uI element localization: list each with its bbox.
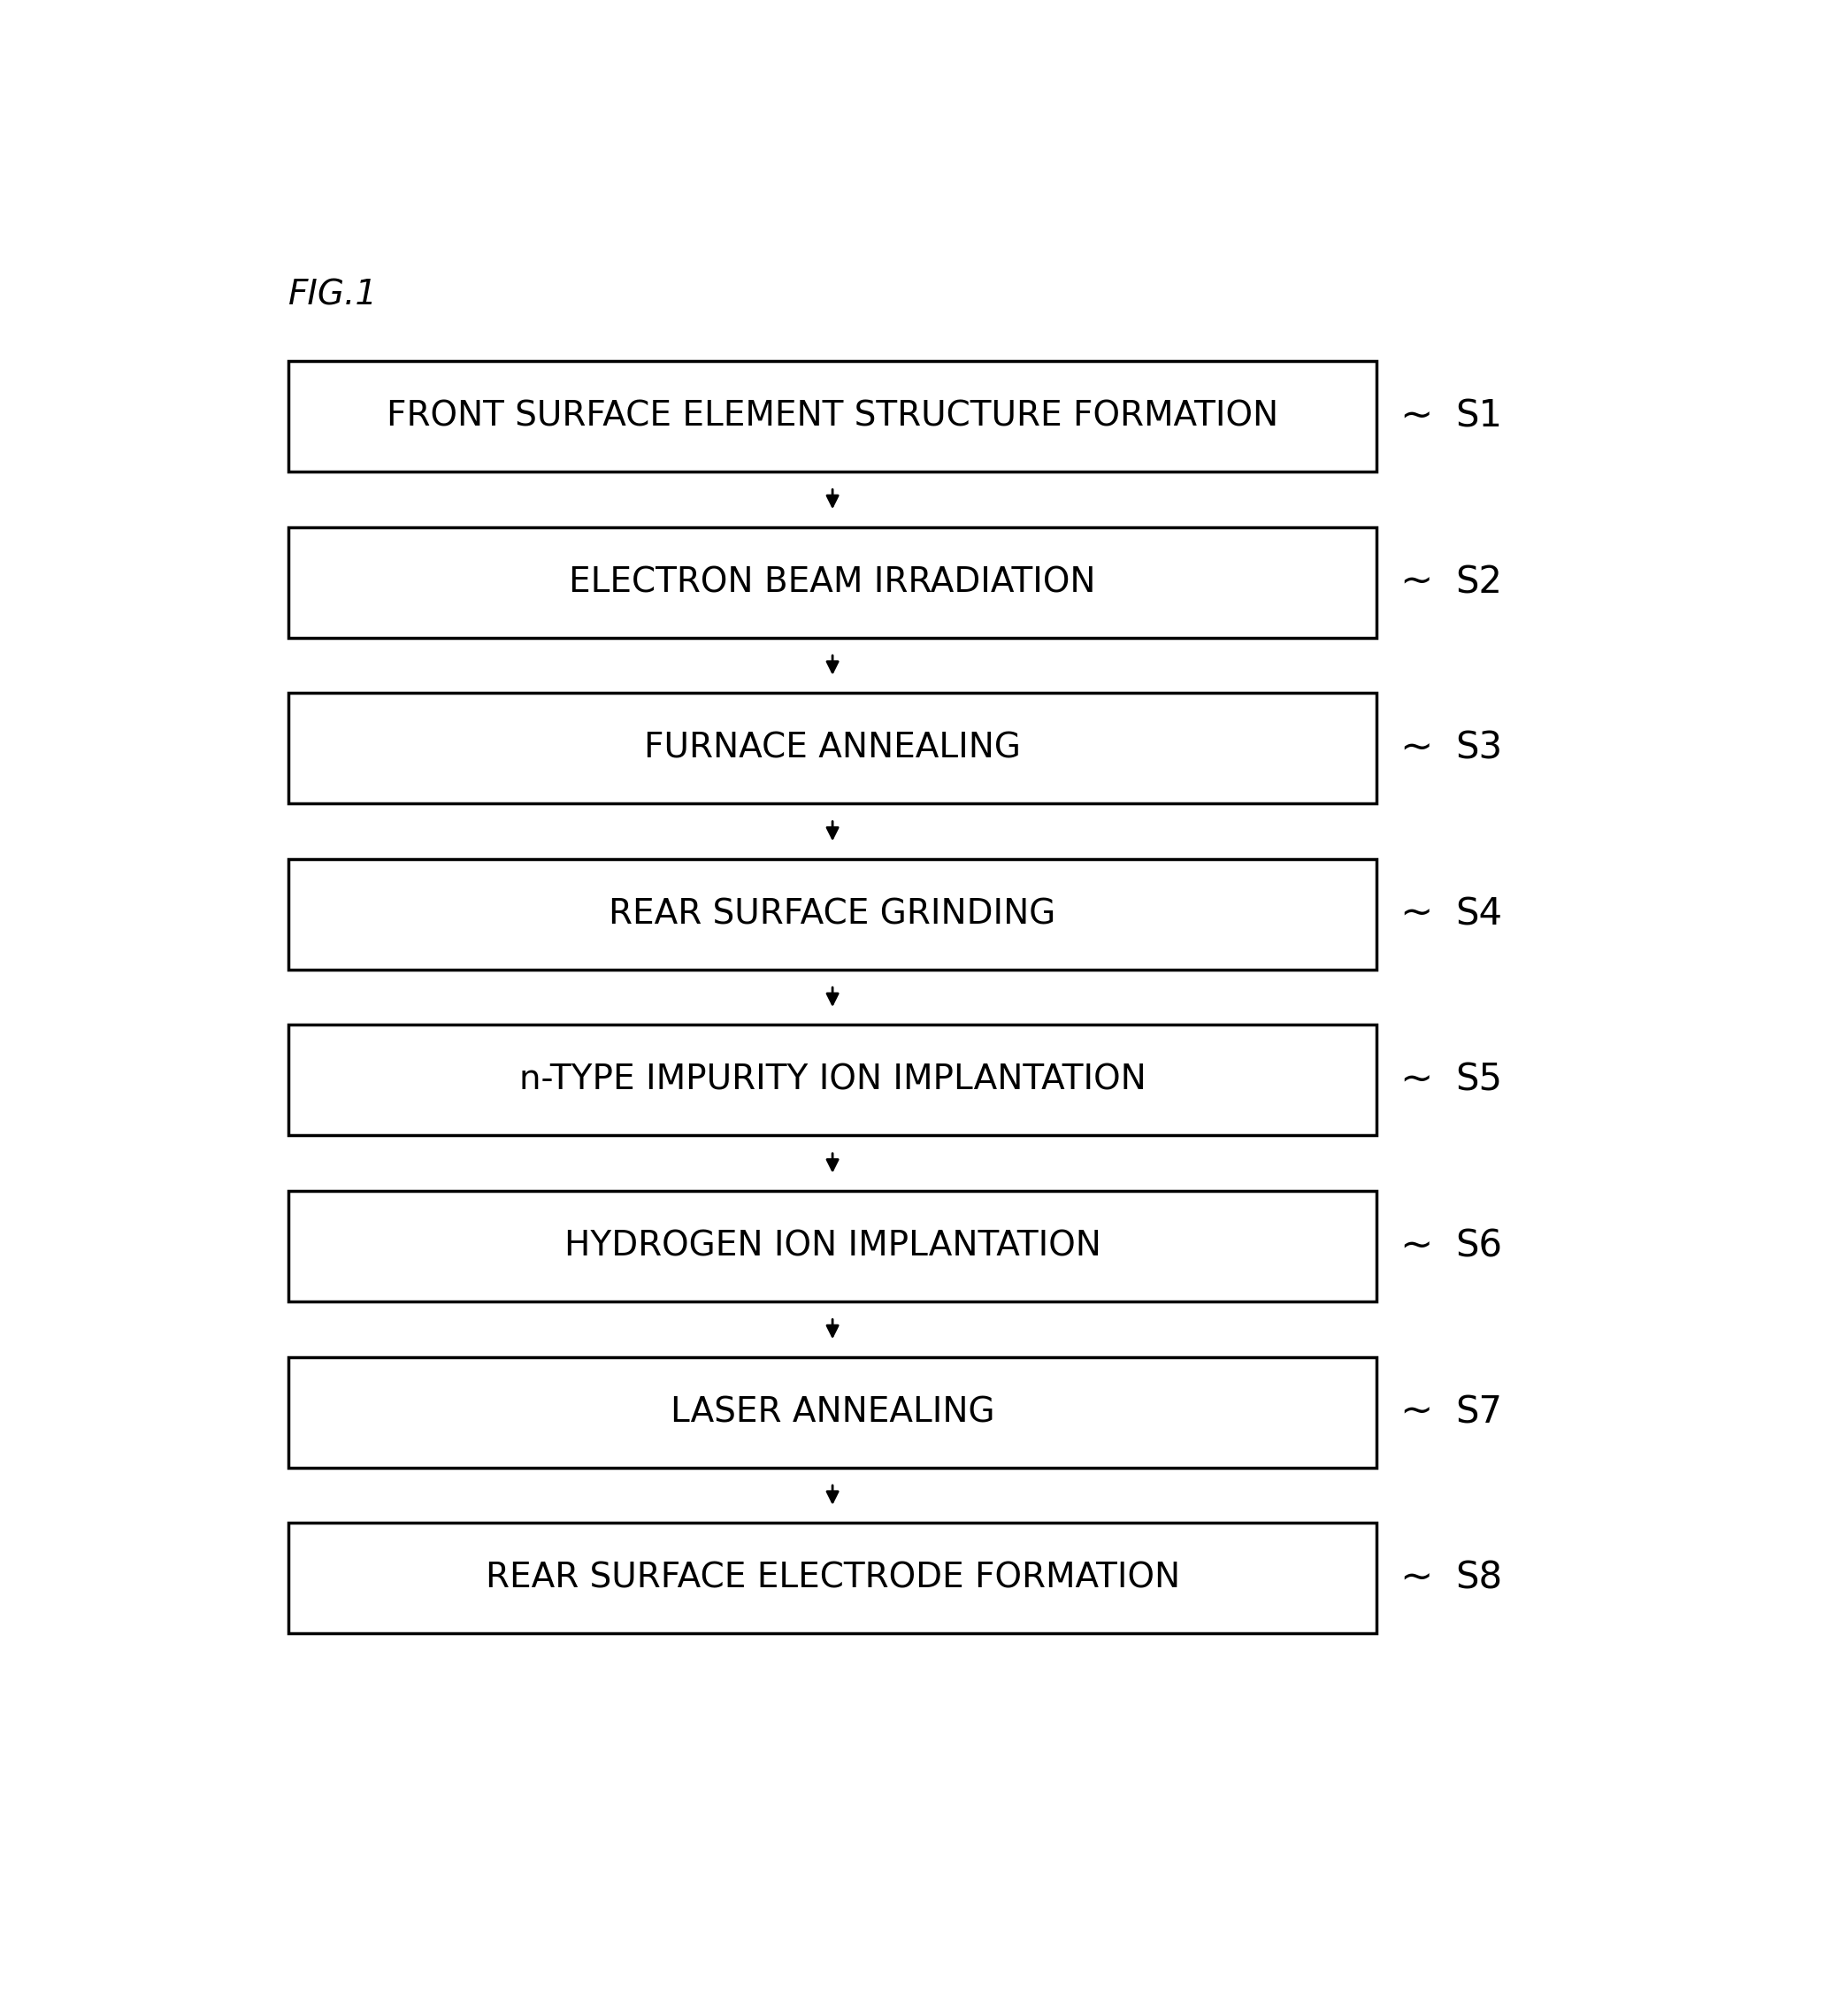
Text: ~: ~ xyxy=(1399,1559,1432,1597)
Bar xyxy=(288,858,1377,970)
Bar xyxy=(288,1357,1377,1467)
Text: S8: S8 xyxy=(1456,1559,1502,1597)
Text: FURNACE ANNEALING: FURNACE ANNEALING xyxy=(645,731,1020,764)
Bar xyxy=(288,693,1377,804)
Text: HYDROGEN ION IMPLANTATION: HYDROGEN ION IMPLANTATION xyxy=(564,1230,1101,1263)
Text: S4: S4 xyxy=(1456,896,1502,932)
Text: REAR SURFACE GRINDING: REAR SURFACE GRINDING xyxy=(610,898,1055,930)
Bar xyxy=(288,361,1377,471)
Text: ~: ~ xyxy=(1399,1228,1432,1265)
Text: n-TYPE IMPURITY ION IMPLANTATION: n-TYPE IMPURITY ION IMPLANTATION xyxy=(519,1064,1146,1098)
Text: LASER ANNEALING: LASER ANNEALING xyxy=(671,1395,994,1429)
Bar xyxy=(288,1192,1377,1301)
Text: ~: ~ xyxy=(1399,397,1432,435)
Bar xyxy=(288,1024,1377,1136)
Text: S1: S1 xyxy=(1456,397,1502,435)
Text: ~: ~ xyxy=(1399,1062,1432,1100)
Text: S6: S6 xyxy=(1456,1228,1502,1265)
Text: REAR SURFACE ELECTRODE FORMATION: REAR SURFACE ELECTRODE FORMATION xyxy=(486,1561,1179,1595)
Text: FRONT SURFACE ELEMENT STRUCTURE FORMATION: FRONT SURFACE ELEMENT STRUCTURE FORMATIO… xyxy=(386,399,1279,433)
Text: S5: S5 xyxy=(1456,1062,1502,1098)
Text: ~: ~ xyxy=(1399,729,1432,766)
Text: ~: ~ xyxy=(1399,563,1432,601)
Bar xyxy=(288,1523,1377,1633)
Text: FIG.1: FIG.1 xyxy=(288,277,377,311)
Text: S7: S7 xyxy=(1456,1393,1502,1431)
Text: ~: ~ xyxy=(1399,1393,1432,1431)
Text: S3: S3 xyxy=(1456,731,1502,766)
Text: S2: S2 xyxy=(1456,563,1502,601)
Bar xyxy=(288,527,1377,637)
Text: ELECTRON BEAM IRRADIATION: ELECTRON BEAM IRRADIATION xyxy=(569,565,1096,599)
Text: ~: ~ xyxy=(1399,894,1432,934)
